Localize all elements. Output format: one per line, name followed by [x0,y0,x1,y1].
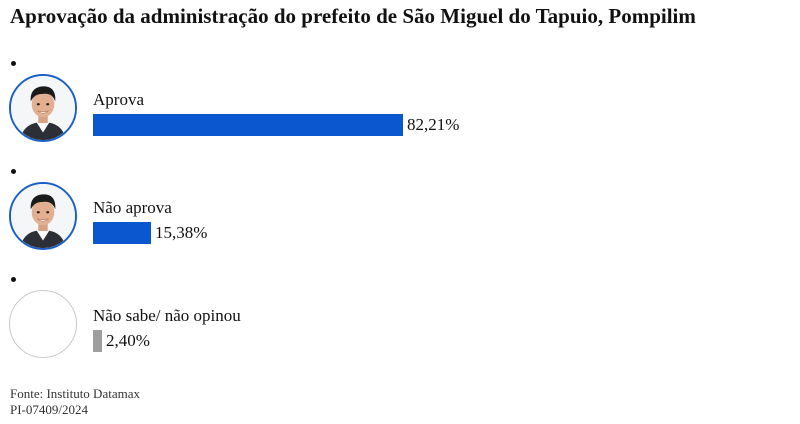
bar-row: Não sabe/ não opinou 2,40% [0,277,800,385]
bar-row: Não aprova 15,38% [0,169,800,277]
bar-category-label: Não aprova [93,198,172,217]
source-line-institute: Fonte: Instituto Datamax [10,386,140,401]
bar [93,222,151,244]
empty-avatar [9,290,77,358]
candidate-avatar [9,182,77,250]
bar-category-label: Aprova [93,90,144,109]
bar-category-label: Não sabe/ não opinou [93,306,241,325]
bar-row: Aprova 82,21% [0,61,800,169]
bar [93,114,403,136]
bar-value-label: 15,38% [155,223,208,242]
source-line-registration: PI-07409/2024 [10,402,88,417]
bar [93,330,102,352]
list-bullet [11,277,16,282]
chart-title: Aprovação da administração do prefeito d… [10,4,696,28]
bar-value-label: 2,40% [106,331,150,350]
list-bullet [11,61,16,66]
candidate-avatar [9,74,77,142]
list-bullet [11,169,16,174]
bar-value-label: 82,21% [407,115,460,134]
source-note: Fonte: Instituto Datamax PI-07409/2024 [10,386,140,418]
